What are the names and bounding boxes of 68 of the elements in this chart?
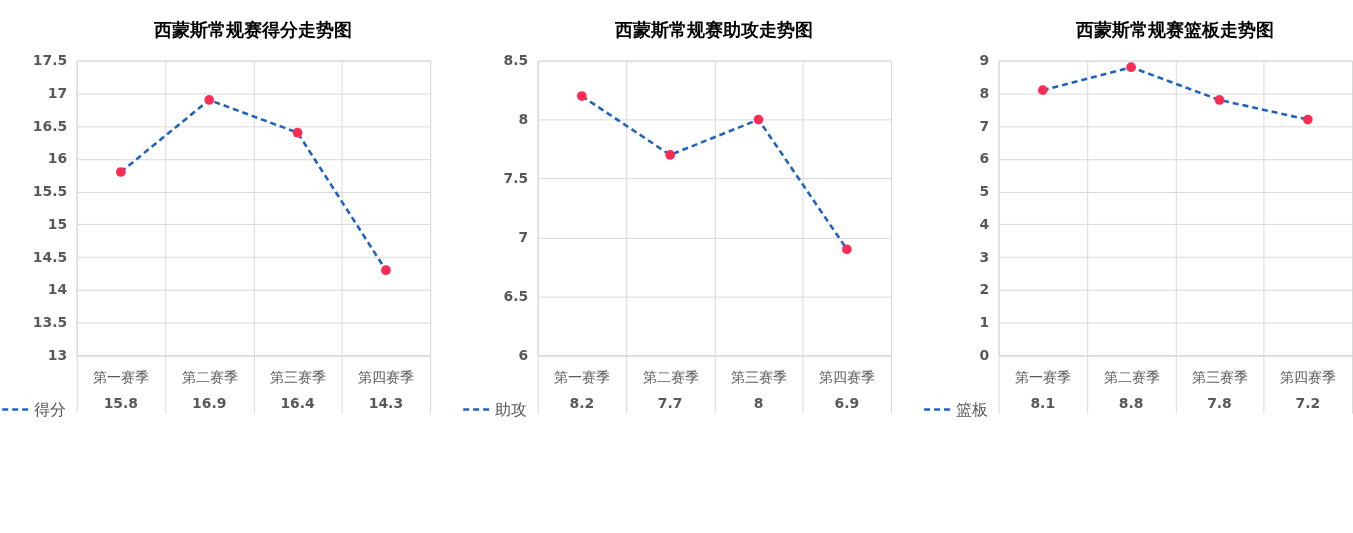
point <box>576 91 587 101</box>
y-tick-label: 13.5 <box>32 314 68 331</box>
point <box>292 127 303 138</box>
data-label: 8.2 <box>569 395 595 412</box>
y-tick-label: 17 <box>47 84 68 101</box>
point <box>204 95 215 105</box>
x-tick-label: 第四赛季 <box>358 368 415 385</box>
data-label: 15.8 <box>103 395 139 412</box>
point <box>842 244 852 255</box>
y-tick-label: 13 <box>47 346 68 363</box>
x-tick-label: 第三赛季 <box>731 368 788 385</box>
data-label: 8.1 <box>1030 395 1056 412</box>
x-tick-label: 第二赛季 <box>1103 368 1160 385</box>
y-tick-label: 8.5 <box>503 52 529 69</box>
chart-title: 西蒙斯常规赛篮板走势图 <box>1075 18 1275 40</box>
y-tick-label: 16 <box>47 150 68 167</box>
chart-title: 西蒙斯常规赛得分走势图 <box>153 18 353 40</box>
point <box>115 167 126 177</box>
y-tick-label: 6 <box>979 150 990 167</box>
data-label: 7.7 <box>657 395 683 412</box>
x-tick-label: 第一赛季 <box>1015 368 1072 385</box>
y-tick-label: 15 <box>47 215 68 232</box>
chart-title: 西蒙斯常规赛助攻走势图 <box>614 18 814 40</box>
data-label: 16.9 <box>192 395 227 412</box>
legend-label: 篮板 <box>955 399 988 419</box>
data-label: 8.8 <box>1118 395 1144 412</box>
y-tick-label: 2 <box>979 281 990 298</box>
y-tick-label: 6.5 <box>503 287 529 304</box>
legend-label: 得分 <box>33 399 66 419</box>
point <box>753 114 764 125</box>
data-label: 8 <box>753 395 764 412</box>
point <box>1037 85 1048 95</box>
y-tick-label: 8 <box>979 84 990 101</box>
x-tick-label: 第一赛季 <box>93 368 150 385</box>
y-tick-label: 0 <box>979 346 990 363</box>
data-label: 6.9 <box>834 395 860 412</box>
y-tick-label: 4 <box>979 215 990 232</box>
y-tick-label: 16.5 <box>32 117 68 134</box>
point <box>1302 114 1313 125</box>
y-tick-label: 7 <box>518 228 529 245</box>
y-tick-label: 8 <box>518 111 529 128</box>
x-tick-label: 第二赛季 <box>181 368 238 385</box>
point <box>381 265 391 276</box>
data-label: 7.8 <box>1207 395 1232 412</box>
y-tick-label: 17.5 <box>32 52 68 69</box>
y-tick-label: 15.5 <box>32 183 68 200</box>
y-tick-label: 9 <box>979 52 990 69</box>
point <box>1126 62 1136 73</box>
x-tick-label: 第四赛季 <box>819 368 876 385</box>
data-label: 16.4 <box>280 395 316 412</box>
x-tick-label: 第一赛季 <box>554 368 611 385</box>
legend-label: 助攻 <box>494 399 527 419</box>
y-tick-label: 7.5 <box>503 170 529 187</box>
x-tick-label: 第四赛季 <box>1280 368 1337 385</box>
data-label: 7.2 <box>1295 395 1321 412</box>
y-tick-label: 5 <box>979 183 990 200</box>
y-tick-label: 14 <box>47 281 68 298</box>
data-label: 14.3 <box>368 395 404 412</box>
y-tick-label: 3 <box>979 248 990 265</box>
x-tick-label: 第二赛季 <box>642 368 699 385</box>
x-tick-label: 第三赛季 <box>270 368 327 385</box>
point <box>665 150 675 160</box>
y-tick-label: 14.5 <box>32 248 68 265</box>
point <box>1214 95 1225 105</box>
x-tick-label: 第三赛季 <box>1191 368 1248 385</box>
y-tick-label: 6 <box>518 346 529 363</box>
y-tick-label: 7 <box>979 117 990 134</box>
y-tick-label: 1 <box>979 314 990 331</box>
